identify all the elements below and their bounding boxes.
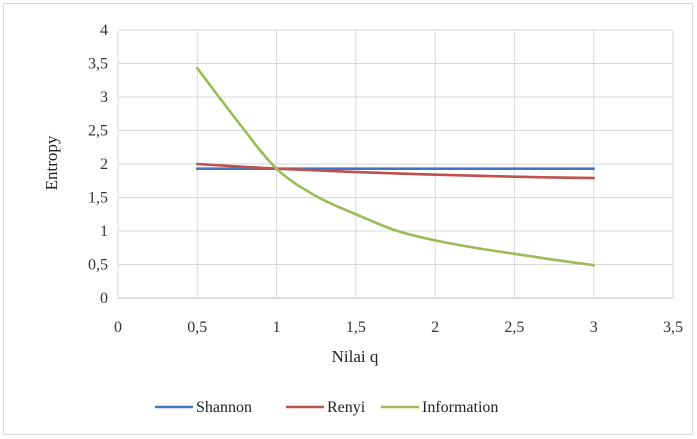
x-tick-label: 1,5 xyxy=(346,319,366,336)
y-tick-label: 1 xyxy=(100,223,108,240)
x-tick-label: 2,5 xyxy=(504,319,524,336)
legend-label-renyi: Renyi xyxy=(327,399,366,416)
series-lines xyxy=(195,66,596,267)
x-tick-label: 1 xyxy=(273,319,281,336)
y-axis-title: Entropy xyxy=(42,135,61,190)
x-axis-title: Nilai q xyxy=(332,347,379,366)
y-tick-label: 2 xyxy=(100,156,108,173)
y-tick-label: 0,5 xyxy=(88,257,108,274)
x-tick-label: 2 xyxy=(431,319,439,336)
y-tick-label: 3,5 xyxy=(88,56,108,73)
x-tick-label: 0 xyxy=(114,319,122,336)
x-tick-label: 3 xyxy=(590,319,598,336)
x-tick-label: 0,5 xyxy=(187,319,207,336)
tick-labels: 0 0,5 1 1,5 2 2,5 3 3,5 4 0 0,5 1 1,5 2 2,5 3 3,5 xyxy=(88,22,683,336)
y-tick-label: 4 xyxy=(100,22,108,39)
y-tick-label: 0 xyxy=(100,290,108,307)
legend: Shannon Renyi Information xyxy=(155,399,498,416)
y-tick-label: 1,5 xyxy=(88,190,108,207)
legend-label-shannon: Shannon xyxy=(196,399,252,416)
series-line-renyi xyxy=(195,162,596,180)
series-line-information xyxy=(195,66,596,267)
x-tick-label: 3,5 xyxy=(663,319,683,336)
y-tick-label: 3 xyxy=(100,89,108,106)
grid xyxy=(117,29,674,299)
y-tick-label: 2,5 xyxy=(88,123,108,140)
legend-label-information: Information xyxy=(422,399,498,416)
